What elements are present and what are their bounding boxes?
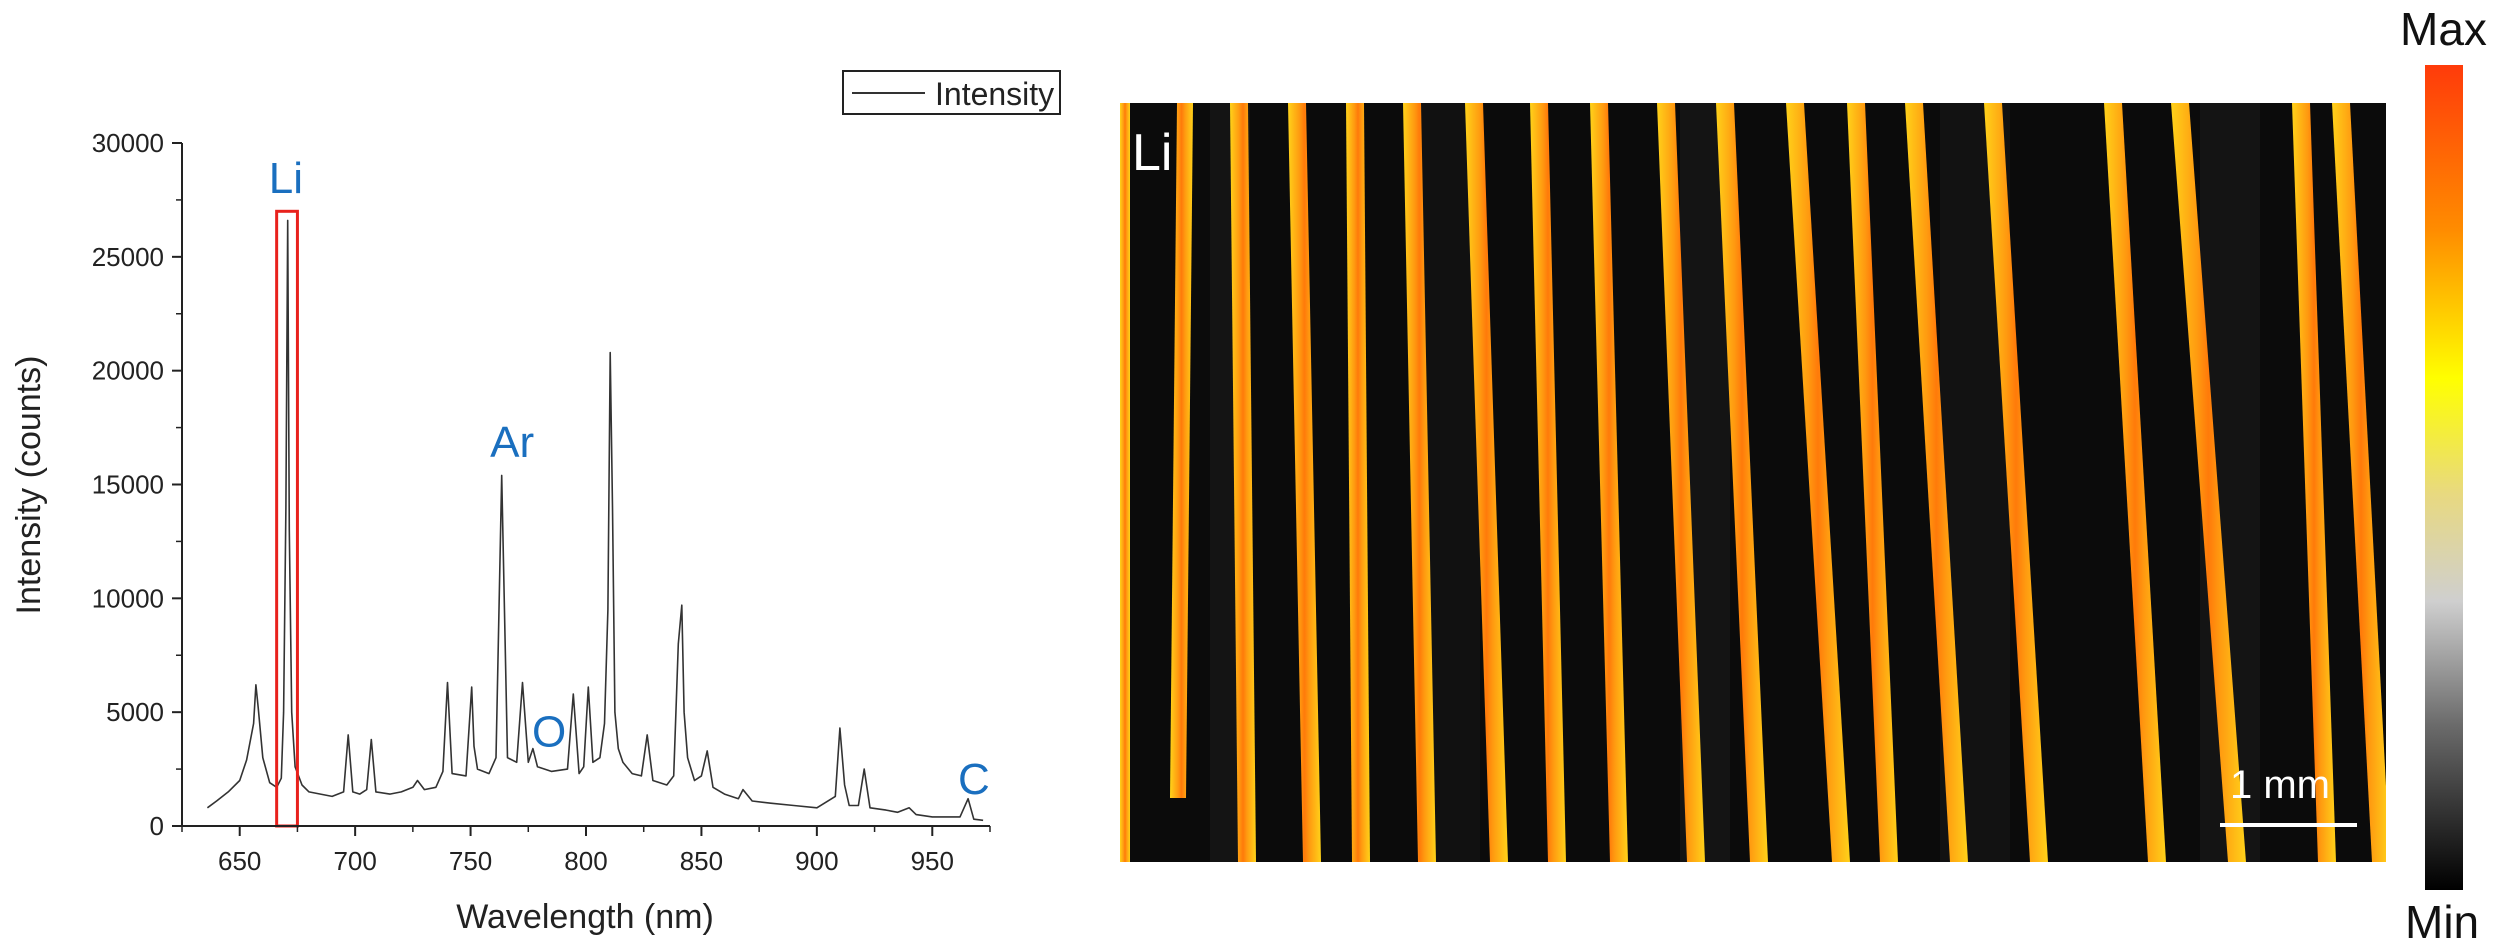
- annotations: Li Ar O C: [269, 154, 990, 804]
- x-tick-label: 950: [911, 846, 954, 876]
- y-tick-label: 25000: [92, 242, 164, 272]
- lithium-distribution-map: Li 1 mm: [1120, 103, 2386, 862]
- lithium-stripe: [1170, 103, 1193, 798]
- lithium-stripe: [2292, 103, 2336, 862]
- y-tick-label: 5000: [106, 697, 164, 727]
- y-tick-label: 10000: [92, 583, 164, 613]
- colorbar: [2425, 65, 2463, 890]
- lithium-stripe: [2104, 103, 2166, 862]
- y-tick-label: 15000: [92, 470, 164, 500]
- colorbar-min-label: Min: [2405, 896, 2480, 948]
- x-tick-label: 700: [333, 846, 376, 876]
- lithium-stripe: [1984, 103, 2048, 862]
- map-element-label: Li: [1132, 124, 1173, 182]
- peak-annotation: Ar: [490, 418, 534, 467]
- x-axis: 650 700 750 800 850 900 950: [181, 825, 991, 876]
- chart-legend: Intensity: [842, 70, 1061, 115]
- lithium-stripe: [1530, 103, 1566, 862]
- lithium-stripe: [1847, 103, 1898, 862]
- colorbar-max-label: Max: [2400, 3, 2487, 55]
- lithium-stripe: [1288, 103, 1321, 862]
- x-axis-label: Wavelength (nm): [456, 898, 714, 936]
- x-tick-label: 750: [449, 846, 492, 876]
- x-tick-label: 800: [564, 846, 607, 876]
- plot-area: [206, 209, 984, 828]
- peak-annotation: O: [532, 707, 566, 756]
- series-line-intensity: [206, 219, 984, 822]
- y-axis-label: Intensity (counts): [10, 356, 48, 615]
- map-stripes: [1120, 103, 2386, 862]
- peak-annotation: Li: [269, 154, 303, 203]
- lithium-stripe: [1905, 103, 1968, 862]
- lithium-stripe: [1403, 103, 1436, 862]
- x-tick-label: 850: [680, 846, 723, 876]
- legend-label: Intensity: [935, 76, 1054, 112]
- y-axis: 0 5000 10000 15000 20000 25000 30000: [92, 128, 183, 841]
- lithium-stripe: [1716, 103, 1768, 862]
- lithium-stripe: [1120, 103, 1130, 862]
- x-tick-label: 900: [795, 846, 838, 876]
- lithium-stripe: [1346, 103, 1370, 862]
- lithium-stripe: [2171, 103, 2246, 862]
- lithium-stripe: [1230, 103, 1256, 862]
- y-tick-label: 20000: [92, 356, 164, 386]
- lithium-stripe: [1786, 103, 1850, 862]
- spectrum-chart: 650 700 750 800 850 900 950 0 5000 10000 15000 200…: [10, 70, 1061, 936]
- peak-annotation: C: [958, 755, 990, 804]
- scale-bar-label: 1 mm: [2230, 763, 2330, 807]
- x-tick-label: 650: [218, 846, 261, 876]
- lithium-stripe: [1590, 103, 1628, 862]
- lithium-stripe: [1465, 103, 1508, 862]
- lithium-stripe: [1657, 103, 1705, 862]
- scale-bar: [2220, 823, 2357, 827]
- y-tick-label: 0: [150, 811, 164, 841]
- y-tick-label: 30000: [92, 128, 164, 158]
- lithium-stripe: [2332, 103, 2386, 862]
